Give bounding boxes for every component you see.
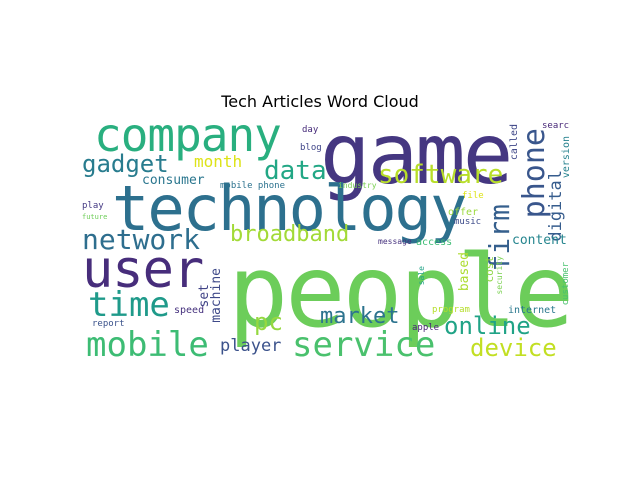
word-service: service xyxy=(292,325,436,365)
word-version: version xyxy=(561,136,570,179)
word-software: software xyxy=(378,160,504,190)
word-blog: blog xyxy=(300,143,322,153)
word-network: network xyxy=(82,223,201,256)
word-message: message xyxy=(378,237,412,246)
word-day: day xyxy=(302,125,319,135)
word-consumer: consumer xyxy=(142,173,205,188)
word-internet: internet xyxy=(508,305,557,316)
word-mobile-phone: mobile phone xyxy=(220,181,286,191)
word-data: data xyxy=(264,156,327,186)
word-file: file xyxy=(462,191,484,201)
word-company: company xyxy=(94,120,282,162)
word-technology: technology xyxy=(112,172,467,245)
word-market: market xyxy=(320,304,400,329)
word-offer: offer xyxy=(448,207,479,218)
word-customer: customer xyxy=(561,262,570,306)
word-apple: apple xyxy=(412,323,440,333)
word-report: report xyxy=(92,319,125,329)
word-content: content xyxy=(512,233,567,248)
word-speed: speed xyxy=(174,305,205,316)
word-based: based xyxy=(457,252,472,292)
word-pc: pc xyxy=(254,308,283,336)
word-set: set xyxy=(197,284,212,308)
word-cost: cost xyxy=(483,256,496,283)
word-called: called xyxy=(509,124,520,161)
word-mobile: mobile xyxy=(86,325,209,365)
word-future: future xyxy=(82,213,108,221)
word-security: security xyxy=(495,256,504,295)
word-music: music xyxy=(454,217,482,227)
word-program: program xyxy=(432,305,470,315)
word-time: time xyxy=(88,285,170,325)
word-access: access xyxy=(416,237,453,248)
word-industry: industry xyxy=(338,181,377,190)
word-player: player xyxy=(220,336,282,356)
word-people: people xyxy=(228,233,570,350)
word-search: search xyxy=(542,121,570,131)
word-game: game xyxy=(320,120,513,203)
word-sale: sale xyxy=(417,266,426,286)
word-device: device xyxy=(470,334,557,362)
word-broadband: broadband xyxy=(230,222,350,247)
word-month: month xyxy=(194,152,243,171)
word-online: online xyxy=(444,312,531,340)
word-cloud: people game technology company user phon… xyxy=(80,120,570,366)
word-user: user xyxy=(82,240,204,300)
chart-title: Tech Articles Word Cloud xyxy=(221,92,419,111)
word-gadget: gadget xyxy=(82,150,169,178)
word-digital: digital xyxy=(546,170,566,242)
word-play: play xyxy=(82,201,104,211)
